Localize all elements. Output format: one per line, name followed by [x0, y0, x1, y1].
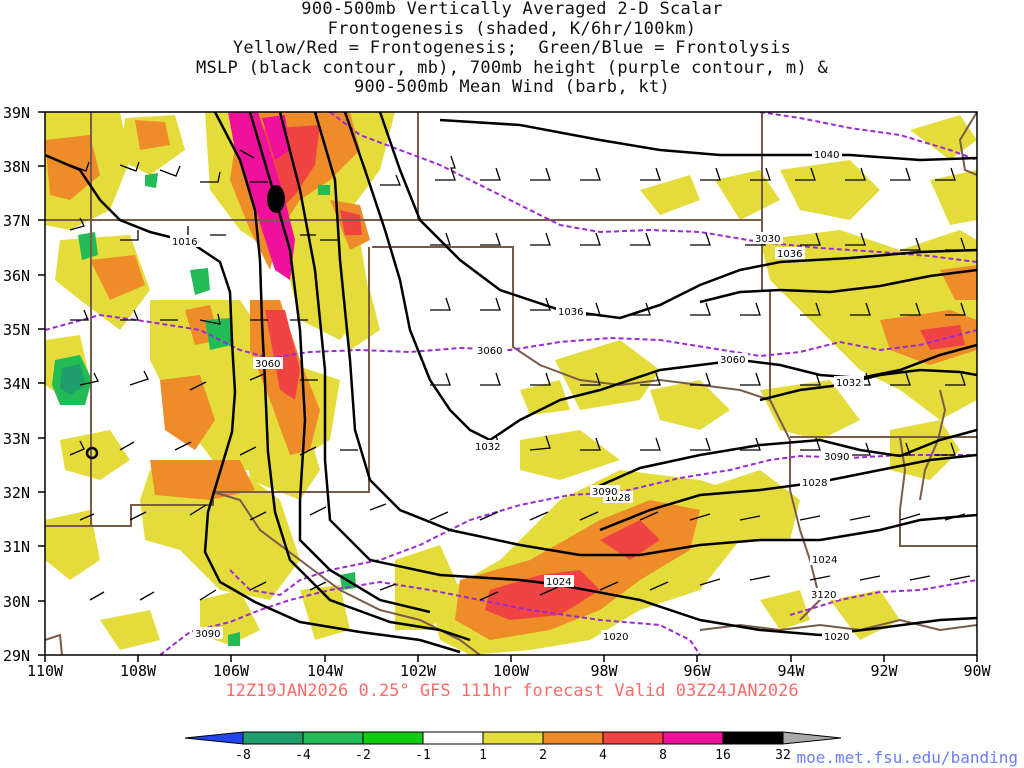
lat-label: 36N — [3, 267, 30, 285]
colorbar-cell — [242, 731, 304, 745]
title-line-1: 900-500mb Vertically Averaged 2-D Scalar — [301, 0, 723, 19]
colorbar-cell — [542, 731, 604, 745]
credit-url[interactable]: moe.met.fsu.edu/banding — [796, 748, 1018, 767]
colorbar-cell — [362, 731, 424, 745]
colorbar-cell — [302, 731, 364, 745]
lon-label: 96W — [683, 662, 711, 680]
colorbar-arrow-left — [184, 731, 244, 745]
colorbar-label: 4 — [599, 748, 607, 763]
map-plot-area: 1040 1036 1036 1032 1032 1028 1028 1024 … — [45, 112, 977, 655]
lon-label: 98W — [590, 662, 618, 680]
height-label: 3090 — [824, 452, 849, 463]
lon-label: 110W — [27, 662, 64, 680]
colorbar-arrow-right — [782, 731, 842, 745]
lat-label: 30N — [3, 593, 30, 611]
lon-label: 104W — [307, 662, 344, 680]
mslp-label: 1024 — [812, 555, 837, 566]
mslp-label: 1032 — [475, 442, 500, 453]
colorbar-label: -4 — [295, 748, 311, 763]
height-labels: 3030 3060 3060 3060 3090 3090 3120 3090 — [193, 232, 852, 640]
lon-label: 90W — [963, 662, 991, 680]
height-label: 3060 — [255, 359, 280, 370]
lat-label: 39N — [3, 104, 30, 122]
height-label: 3060 — [720, 355, 745, 366]
height-label: 3060 — [477, 346, 502, 357]
colorbar-cell — [662, 731, 724, 745]
latitude-axis: 39N 38N 37N 36N 35N 34N 33N 32N 31N 30N … — [3, 104, 45, 665]
colorbar-label: -1 — [415, 748, 431, 763]
mslp-label: 1028 — [605, 493, 630, 504]
longitude-axis: 110W 108W 106W 104W 102W 100W 98W 96W 94… — [27, 655, 992, 680]
title-line-5: 900-500mb Mean Wind (barb, kt) — [353, 77, 671, 97]
mslp-label: 1040 — [814, 150, 839, 161]
lon-label: 92W — [870, 662, 898, 680]
lat-label: 32N — [3, 484, 30, 502]
mslp-label: 1020 — [603, 632, 628, 643]
colorbar-label: 32 — [775, 748, 791, 763]
height-label: 3120 — [811, 590, 836, 601]
title-line-4: MSLP (black contour, mb), 700mb height (… — [195, 57, 829, 78]
colorbar-label: -8 — [235, 748, 251, 763]
mslp-label: 1036 — [558, 307, 583, 318]
lon-label: 100W — [493, 662, 530, 680]
lon-label: 94W — [777, 662, 805, 680]
mslp-label: 1036 — [777, 249, 802, 260]
title-line-3: Yellow/Red = Frontogenesis; Green/Blue =… — [232, 38, 792, 58]
mslp-label: 1020 — [824, 632, 849, 643]
lon-label: 102W — [400, 662, 437, 680]
lat-label: 29N — [3, 647, 30, 665]
height-label: 3090 — [592, 487, 617, 498]
lat-label: 38N — [3, 158, 30, 176]
lat-label: 35N — [3, 321, 30, 339]
lat-label: 34N — [3, 375, 30, 393]
colorbar-label: -2 — [355, 748, 371, 763]
mslp-label: 1032 — [836, 378, 861, 389]
lat-label: 33N — [3, 430, 30, 448]
title-line-2: Frontogenesis (shaded, K/6hr/100km) — [327, 18, 697, 39]
colorbar-cell — [482, 731, 544, 745]
lon-label: 106W — [213, 662, 250, 680]
colorbar-cell — [602, 731, 664, 745]
forecast-valid-time: 12Z19JAN2026 0.25° GFS 111hr forecast Va… — [225, 681, 799, 701]
colorbar-cell — [422, 731, 484, 745]
mslp-label: 1028 — [802, 478, 827, 489]
colorbar: -8 -4 -2 -1 1 2 4 8 16 32 — [184, 731, 842, 763]
height-label: 3090 — [195, 629, 220, 640]
lat-label: 31N — [3, 538, 30, 556]
colorbar-label: 16 — [715, 748, 731, 763]
lon-label: 108W — [120, 662, 157, 680]
mslp-label: 1024 — [546, 577, 571, 588]
map-title: 900-500mb Vertically Averaged 2-D Scalar… — [0, 0, 1024, 98]
colorbar-label: 2 — [539, 748, 547, 763]
height-700mb-contours — [45, 112, 977, 655]
height-label: 3030 — [755, 234, 780, 245]
lat-label: 37N — [3, 212, 30, 230]
mslp-label: 1016 — [172, 237, 197, 248]
colorbar-label: 8 — [659, 748, 667, 763]
colorbar-cell — [722, 731, 784, 745]
colorbar-label: 1 — [479, 748, 487, 763]
